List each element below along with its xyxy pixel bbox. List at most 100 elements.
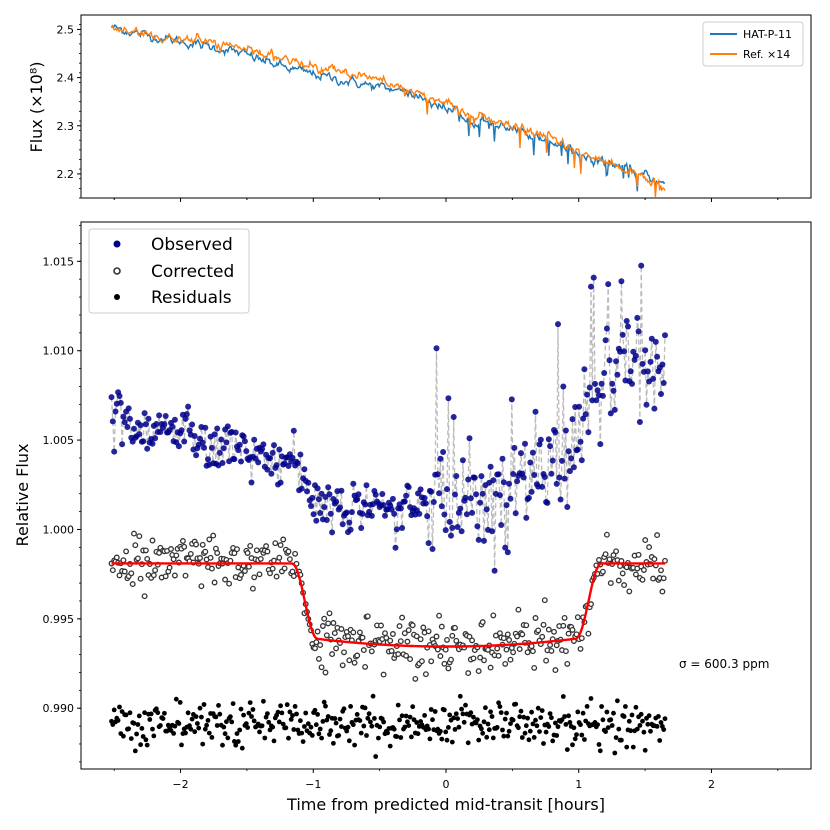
corrected-point xyxy=(540,621,547,628)
residual-point xyxy=(564,747,570,752)
residual-point xyxy=(599,704,604,709)
observed-point xyxy=(607,410,614,417)
residual-point xyxy=(193,714,199,719)
residual-point xyxy=(527,728,533,734)
residual-point xyxy=(151,733,157,739)
corrected-point xyxy=(264,548,271,555)
observed-point xyxy=(585,429,592,436)
observed-point xyxy=(463,511,470,518)
corrected-point xyxy=(658,567,664,574)
observed-point xyxy=(142,421,149,428)
observed-point xyxy=(238,458,244,465)
residual-point xyxy=(517,714,523,720)
observed-point xyxy=(452,491,458,498)
observed-point xyxy=(441,511,448,518)
corrected-point xyxy=(504,631,511,638)
observed-point xyxy=(343,509,350,516)
observed-point xyxy=(605,281,612,288)
residual-point xyxy=(142,710,148,716)
observed-point xyxy=(623,318,630,324)
corrected-point xyxy=(150,572,157,579)
residual-point xyxy=(460,711,466,717)
residual-point xyxy=(630,744,636,750)
residual-point xyxy=(257,729,262,735)
corrected-point xyxy=(412,675,419,682)
corrected-point xyxy=(331,630,338,637)
residual-point xyxy=(546,724,552,729)
residual-point xyxy=(432,709,438,714)
corrected-point xyxy=(399,614,406,621)
observed-point xyxy=(430,499,437,505)
corrected-point xyxy=(338,626,345,632)
residual-point xyxy=(196,725,202,731)
corrected-point xyxy=(263,543,270,550)
residual-point xyxy=(526,737,532,743)
observed-point xyxy=(149,440,156,447)
corrected-point xyxy=(487,664,494,671)
observed-point xyxy=(199,439,206,446)
observed-point xyxy=(216,449,223,456)
residual-point xyxy=(286,735,291,741)
corrected-point xyxy=(168,546,174,552)
observed-point xyxy=(391,510,398,517)
observed-point xyxy=(636,419,643,425)
corrected-point xyxy=(524,649,531,656)
observed-point xyxy=(109,418,116,425)
observed-point xyxy=(429,546,436,552)
observed-point xyxy=(326,491,333,498)
observed-point xyxy=(405,484,412,491)
residual-point xyxy=(530,721,536,727)
residual-point xyxy=(641,729,647,735)
corrected-point xyxy=(360,647,367,654)
observed-point xyxy=(588,283,594,290)
observed-point xyxy=(271,442,277,449)
residual-point xyxy=(132,748,138,754)
observed-point xyxy=(182,415,189,422)
observed-point xyxy=(576,403,583,410)
corrected-point xyxy=(548,647,555,654)
residual-point xyxy=(261,698,266,704)
residual-point xyxy=(633,704,639,710)
residual-point xyxy=(662,716,668,722)
corrected-point xyxy=(585,630,592,637)
residual-point xyxy=(143,737,149,743)
residual-point xyxy=(574,732,579,737)
legend-label-corrected: Corrected xyxy=(151,262,234,282)
residual-point xyxy=(317,726,323,732)
corrected-point xyxy=(137,575,144,582)
observed-point xyxy=(491,567,498,574)
corrected-point xyxy=(626,588,633,595)
residual-point xyxy=(333,720,339,726)
observed-point xyxy=(297,451,304,458)
observed-point xyxy=(175,443,182,450)
corrected-point xyxy=(315,655,322,662)
residual-point xyxy=(537,729,542,734)
observed-point xyxy=(566,468,573,475)
observed-point xyxy=(603,325,610,332)
residual-point xyxy=(597,748,603,754)
residual-point xyxy=(504,710,509,716)
corrected-point xyxy=(128,570,135,577)
corrected-point xyxy=(519,631,526,638)
residual-point xyxy=(658,720,664,725)
observed-point xyxy=(269,449,276,456)
corrected-point xyxy=(214,550,221,556)
residual-point xyxy=(541,741,546,746)
observed-point xyxy=(428,488,435,495)
observed-point xyxy=(440,449,447,455)
observed-point xyxy=(477,499,484,506)
observed-point xyxy=(593,397,600,404)
corrected-point xyxy=(210,532,217,539)
residual-point xyxy=(426,726,431,732)
residual-point xyxy=(498,710,504,715)
corrected-point xyxy=(619,570,626,577)
residual-point xyxy=(398,735,404,740)
top-y-tick-label: 2.5 xyxy=(57,23,75,36)
residual-point xyxy=(245,725,251,730)
corrected-point xyxy=(441,660,448,667)
corrected-point xyxy=(142,547,149,554)
residual-point xyxy=(480,730,486,736)
corrected-point xyxy=(325,620,332,627)
observed-point xyxy=(536,441,543,448)
sigma-annotation: σ = 600.3 ppm xyxy=(679,657,769,671)
